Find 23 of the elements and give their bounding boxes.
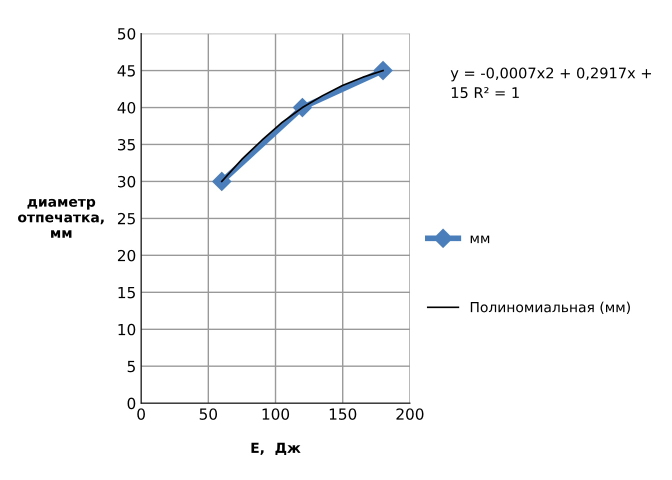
x-tick-label: 0 [137, 408, 145, 420]
x-tick-label: 200 [396, 408, 424, 420]
y-tick-label: 40 [118, 102, 136, 114]
point [212, 172, 232, 191]
y-tick-label: 45 [118, 65, 135, 77]
y-tick-label: 15 [118, 286, 135, 298]
x-tick-label: 100 [262, 408, 290, 420]
text: y = -0,0007x2 + 0,2917x + 15 R² = 1 [450, 67, 652, 98]
x-axis-title: E, Дж [251, 442, 301, 456]
y-tick-label: 25 [118, 212, 135, 224]
y-tick-label: 35 [118, 138, 135, 150]
y-tick-label: 20 [118, 250, 136, 262]
legend-label: Полиномиальная (мм) [470, 302, 630, 314]
legend-label: мм [470, 236, 490, 244]
y-tick-label: 50 [118, 28, 136, 40]
x-tick-label: 50 [200, 408, 218, 420]
x-tick-label: 150 [330, 408, 356, 420]
y-tick-label: 10 [118, 324, 136, 336]
y-axis-title: диаметр отпечатка, мм [18, 198, 104, 238]
y-tick-label: 0 [128, 398, 136, 410]
point [374, 61, 393, 80]
y-tick-label: 30 [118, 176, 136, 188]
y-tick-label: 5 [128, 360, 135, 372]
